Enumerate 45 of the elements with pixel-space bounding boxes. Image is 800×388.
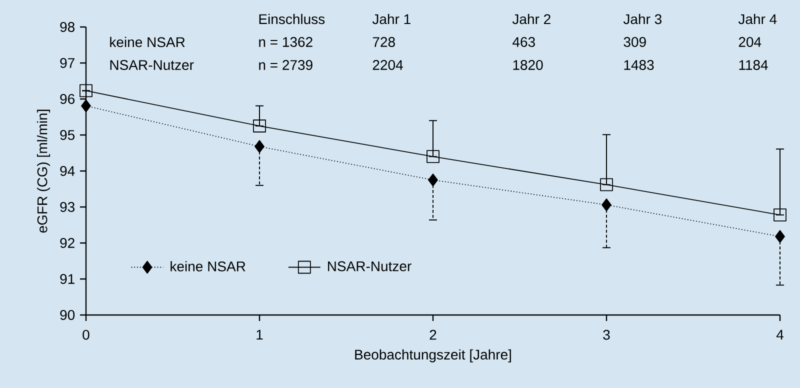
annotation: NSAR-Nutzer	[110, 60, 194, 70]
annotation: 1483	[624, 60, 654, 70]
annotation: n = 1362	[259, 37, 312, 47]
point	[426, 150, 440, 164]
annotation: n = 2739	[259, 60, 312, 70]
annotation: 463	[512, 37, 535, 47]
point	[602, 198, 612, 212]
y-tick-label: 95	[60, 130, 75, 140]
y-tick-label: 92	[60, 238, 74, 248]
point	[81, 99, 91, 112]
annotation: 309	[624, 37, 646, 47]
annotation: 728	[372, 37, 395, 47]
point	[775, 230, 785, 243]
point	[428, 174, 438, 186]
text: Jahr 4	[738, 14, 777, 24]
x-tick-label: 0	[82, 330, 90, 340]
y-tick-label: 97	[60, 58, 74, 68]
x-tick-label: 2	[430, 330, 436, 340]
y-tick-label: 90	[60, 310, 75, 320]
point	[253, 120, 266, 132]
point	[254, 140, 264, 153]
x-tick-label: 1	[256, 330, 263, 340]
y-tick-label: 96	[60, 94, 75, 104]
legend-label: keine NSAR	[170, 261, 246, 272]
y-tick-label: 93	[60, 202, 75, 212]
annotation: keine NSAR	[110, 36, 185, 48]
x-tick-label: 4	[776, 330, 784, 340]
text: Jahr 1	[372, 14, 410, 24]
annotation: 1184	[739, 60, 768, 70]
point	[600, 178, 613, 192]
annotation: 2204	[372, 60, 403, 70]
point	[80, 84, 92, 98]
x-tick-label: 3	[603, 330, 610, 340]
y-tick-label: 98	[60, 22, 75, 32]
text: Jahr 3	[623, 14, 662, 24]
annotation: 204	[738, 37, 762, 47]
point	[774, 208, 786, 222]
text: Einschluss	[259, 14, 325, 24]
x-axis-title: Beobachtungszeit [Jahre]	[355, 349, 511, 362]
text: Jahr 2	[512, 14, 550, 24]
y-tick-label: 91	[60, 274, 74, 284]
y-axis-title: eGFR (CG) [ml/min]	[36, 110, 50, 233]
annotation: 1820	[513, 60, 543, 70]
legend-label: NSAR-Nutzer	[328, 261, 412, 272]
y-tick-label: 94	[60, 166, 75, 176]
